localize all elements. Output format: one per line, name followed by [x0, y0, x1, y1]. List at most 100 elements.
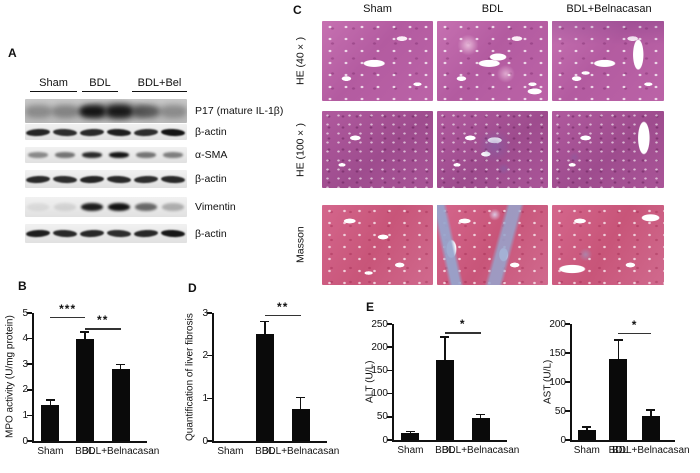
- y-axis-tick: [27, 337, 32, 340]
- histology-image-he40-bdl-belnacasan: [552, 21, 664, 101]
- lane-group-label-bdl-bel: BDL+Bel: [132, 76, 187, 92]
- blot-band: [160, 229, 186, 238]
- y-axis-tick-label: 150: [371, 364, 388, 376]
- blot-strip-1: [25, 99, 187, 123]
- y-axis-tick-label: 3: [202, 307, 208, 319]
- error-bar: [650, 409, 652, 416]
- error-bar: [586, 427, 588, 430]
- histology-row-label-he40: HE (40×): [294, 36, 307, 86]
- bar-bdl: [609, 358, 628, 440]
- bar-bdl+belnacasan: [291, 409, 310, 441]
- blot-band: [79, 127, 105, 137]
- error-bar-cap: [440, 336, 450, 338]
- y-axis-tick-label: 4: [22, 333, 28, 345]
- significance-stars: **: [97, 313, 109, 328]
- blot-band: [106, 229, 132, 238]
- blot-band: [55, 152, 75, 158]
- x-axis-category-label: Sham: [573, 445, 600, 456]
- y-axis-tick: [207, 312, 212, 314]
- error-bar-cap: [296, 396, 306, 399]
- blot-band: [51, 104, 79, 118]
- blot-band: [162, 203, 184, 211]
- y-axis-tick-label: 1: [22, 409, 28, 421]
- y-axis-tick: [387, 392, 392, 395]
- y-axis-tick: [27, 312, 32, 314]
- blot-band: [159, 104, 187, 118]
- y-axis-tick: [387, 416, 392, 418]
- blot-protein-label: β-actin: [195, 173, 227, 185]
- x-axis-category-label: BDL+Belnacasan: [612, 445, 690, 456]
- bar-sham: [41, 405, 60, 441]
- significance-stars: *: [459, 317, 466, 332]
- y-axis-tick-label: 0: [202, 435, 208, 447]
- histology-row-label-he100: HE (100×): [294, 122, 307, 177]
- y-axis-tick: [565, 323, 570, 325]
- y-axis-tick: [27, 363, 32, 365]
- y-axis-tick: [387, 369, 392, 372]
- blot-band: [109, 152, 129, 158]
- bar-sham: [401, 433, 420, 440]
- blot-band: [79, 229, 105, 238]
- x-axis-category-label: BDL+Belnacasan: [261, 446, 340, 457]
- y-axis-tick: [387, 439, 392, 441]
- liver-fibrosis-bar-chart: Quantification of liver fibrosis 0 1 2 3 Sham…: [182, 285, 358, 473]
- y-axis-tick-label: 0: [22, 435, 28, 447]
- x-axis-line: [570, 440, 675, 442]
- blot-band: [160, 127, 186, 137]
- x-axis-category-label: Sham: [397, 445, 424, 456]
- blot-protein-label: Vimentin: [195, 201, 236, 213]
- y-axis-tick-label: 200: [549, 318, 566, 330]
- error-bar-cap: [80, 331, 90, 333]
- blot-strip-2: [25, 124, 187, 140]
- blot-band: [25, 127, 51, 137]
- panel-e-label: E: [366, 300, 375, 314]
- panel-d-label: D: [188, 281, 197, 295]
- blot-band: [133, 229, 159, 238]
- error-bar-cap: [613, 339, 623, 341]
- y-axis-tick: [207, 440, 212, 442]
- error-bar: [84, 332, 86, 339]
- y-axis-tick-label: 250: [371, 318, 388, 330]
- blot-band: [163, 152, 183, 158]
- mpo-activity-bar-chart: MPO activity (U/mg protein) 0 1 2 3 4 5 Sham BDL…: [2, 285, 178, 473]
- blot-band: [132, 104, 160, 118]
- x-axis-line: [212, 441, 327, 443]
- y-axis-tick: [27, 440, 32, 442]
- y-axis-line: [32, 313, 34, 442]
- y-axis-tick-label: 3: [22, 358, 28, 370]
- bar-bdl+belnacasan: [641, 415, 660, 440]
- blot-band: [25, 174, 51, 184]
- y-axis-tick: [387, 346, 392, 348]
- blot-strip-3: [25, 147, 187, 163]
- error-bar-cap: [646, 409, 656, 411]
- blot-band: [106, 127, 132, 137]
- error-bar: [444, 336, 446, 361]
- y-axis-tick: [565, 410, 570, 412]
- error-bar: [617, 340, 620, 359]
- histology-column-header-bdl: BDL: [481, 3, 504, 15]
- histology-image-he100-sham: [322, 111, 433, 188]
- y-axis-tick-label: 150: [549, 347, 566, 359]
- error-bar: [299, 397, 302, 409]
- error-bar: [49, 400, 52, 406]
- blot-band: [106, 174, 132, 184]
- blot-band: [108, 203, 130, 211]
- error-bar-cap: [582, 426, 592, 428]
- y-axis-tick-label: 100: [371, 388, 388, 400]
- blot-band: [136, 152, 156, 158]
- x-axis-category-label: BDL+Belnacasan: [81, 446, 160, 457]
- panel-b-label: B: [18, 279, 27, 293]
- y-axis-tick: [27, 389, 32, 391]
- y-axis-tick: [27, 414, 32, 417]
- x-axis-category-label: BDL: [435, 445, 455, 456]
- y-axis-tick-label: 100: [549, 376, 566, 388]
- x-axis-category-label: Sham: [217, 446, 244, 457]
- blot-protein-label: P17 (mature IL-1β): [195, 105, 284, 117]
- alt-bar-chart: ALT (U/L) 0 50 100 150 200 250 Sham BDL BDL+Belna…: [362, 298, 540, 473]
- blot-band: [28, 152, 48, 158]
- error-bar-cap: [45, 399, 55, 401]
- blot-protein-label: β-actin: [195, 227, 227, 240]
- y-axis-tick-label: 50: [554, 405, 566, 417]
- histology-image-he100-bdl: [437, 111, 548, 188]
- error-bar: [119, 364, 122, 370]
